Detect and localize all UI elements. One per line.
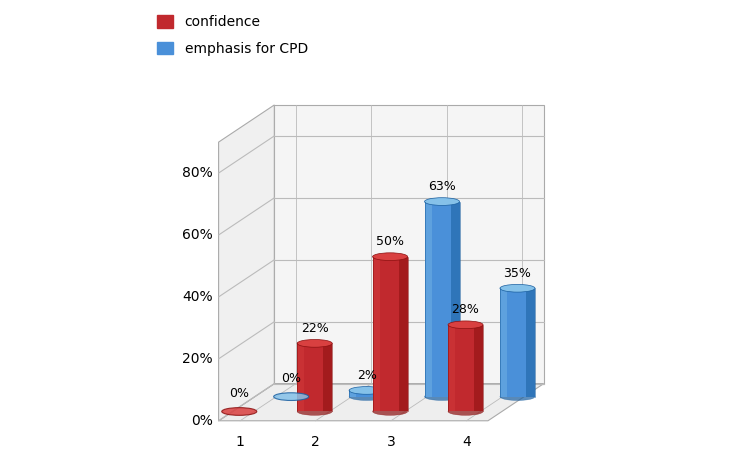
Polygon shape [324, 344, 332, 412]
Text: 20%: 20% [182, 352, 213, 366]
Text: 0%: 0% [191, 414, 213, 428]
Text: 4: 4 [462, 435, 471, 449]
Text: 28%: 28% [452, 304, 480, 316]
Polygon shape [451, 202, 459, 397]
Ellipse shape [448, 407, 483, 415]
Ellipse shape [500, 284, 535, 292]
Polygon shape [425, 202, 459, 397]
Ellipse shape [349, 393, 384, 400]
Text: 0%: 0% [281, 372, 301, 385]
Polygon shape [297, 344, 304, 412]
Polygon shape [218, 105, 274, 421]
Ellipse shape [373, 407, 407, 415]
Polygon shape [448, 325, 455, 412]
Ellipse shape [297, 407, 332, 415]
Text: 0%: 0% [229, 387, 249, 400]
Polygon shape [297, 344, 332, 412]
Ellipse shape [373, 253, 407, 260]
Polygon shape [373, 257, 380, 412]
Polygon shape [500, 288, 535, 397]
Polygon shape [425, 202, 431, 397]
Text: 80%: 80% [182, 166, 213, 180]
Polygon shape [218, 384, 544, 421]
Ellipse shape [297, 339, 332, 347]
Polygon shape [448, 325, 483, 412]
Ellipse shape [221, 407, 257, 415]
Ellipse shape [425, 198, 459, 205]
Ellipse shape [273, 393, 309, 400]
Text: 50%: 50% [376, 235, 404, 248]
Text: 2%: 2% [357, 369, 376, 382]
Polygon shape [399, 257, 407, 412]
Polygon shape [474, 325, 483, 412]
Polygon shape [375, 391, 384, 397]
Text: 60%: 60% [182, 228, 213, 242]
Text: 22%: 22% [300, 322, 328, 335]
Text: 35%: 35% [504, 267, 532, 280]
Text: 2: 2 [311, 435, 320, 449]
Polygon shape [373, 257, 407, 412]
Ellipse shape [349, 387, 384, 394]
Polygon shape [349, 391, 384, 397]
Polygon shape [274, 105, 544, 384]
Ellipse shape [500, 393, 535, 400]
Polygon shape [500, 288, 507, 397]
Text: 3: 3 [386, 435, 395, 449]
Text: 63%: 63% [428, 180, 456, 193]
Text: 1: 1 [236, 435, 245, 449]
Polygon shape [349, 391, 356, 397]
Polygon shape [526, 288, 535, 397]
Text: 40%: 40% [182, 290, 213, 304]
Ellipse shape [448, 321, 483, 329]
Ellipse shape [425, 393, 459, 400]
Legend: confidence, emphasis for CPD: confidence, emphasis for CPD [151, 10, 313, 61]
